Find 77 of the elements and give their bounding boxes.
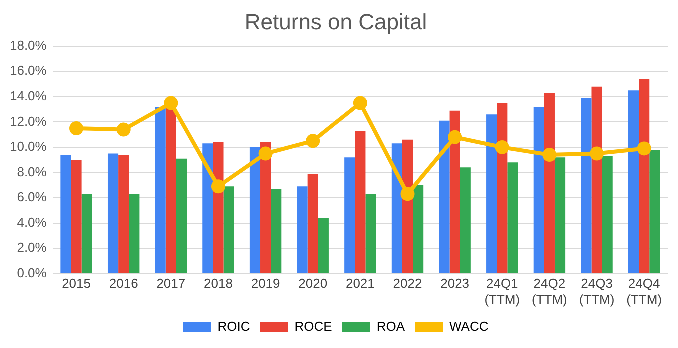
x-tick-label: 2019 [251, 276, 280, 292]
y-tick-label: 10.0% [10, 139, 48, 154]
bar [224, 186, 234, 274]
x-tick-label: 2022 [393, 276, 422, 292]
bar [534, 107, 544, 274]
y-tick-label: 14.0% [10, 88, 48, 104]
y-tick-label: 12.0% [10, 114, 48, 129]
x-tick-label: 2017 [156, 276, 186, 292]
bar [544, 93, 555, 274]
point [353, 96, 368, 110]
bar [366, 194, 376, 274]
bar [271, 189, 282, 274]
x-tick-label: 24Q1 (TTM) [484, 276, 520, 307]
bar [318, 218, 329, 274]
bar [486, 114, 498, 274]
x-tick-label: 2016 [109, 276, 138, 292]
chart-title: Returns on Capital [244, 9, 428, 34]
y-tick-label: 16.0% [10, 63, 48, 78]
x-tick-label: 2015 [62, 276, 91, 292]
legend-label: ROIC [218, 319, 250, 334]
bar [155, 107, 166, 274]
bar [129, 194, 140, 274]
bar [460, 168, 471, 274]
point [258, 146, 273, 161]
point [116, 122, 131, 137]
point [306, 134, 320, 148]
x-tick-label: 2021 [346, 276, 375, 292]
y-tick-label: 18.0% [10, 38, 48, 53]
point [590, 146, 604, 161]
point [637, 142, 652, 156]
bar [497, 103, 508, 274]
bar [650, 150, 660, 274]
x-tick-label: 2023 [440, 276, 470, 292]
legend-label: ROA [376, 319, 406, 334]
bar [108, 154, 119, 274]
bar [166, 108, 176, 274]
point [400, 187, 415, 202]
bar [554, 158, 566, 274]
x-tick-label: 24Q2 (TTM) [532, 276, 568, 307]
y-tick-label: 2.0% [17, 240, 48, 256]
bar [639, 79, 650, 274]
x-tick-label: 2018 [204, 276, 233, 292]
y-tick-label: 0.0% [17, 265, 48, 280]
bar [308, 174, 318, 274]
bar [392, 144, 402, 274]
bar [450, 110, 460, 274]
bar [592, 86, 602, 274]
point [164, 96, 178, 110]
x-tick-label: 24Q4 (TTM) [626, 276, 662, 307]
bar [508, 162, 518, 274]
legend-label: WACC [450, 319, 489, 334]
y-tick-label: 6.0% [17, 190, 48, 205]
bar [602, 156, 613, 274]
point [542, 148, 557, 162]
bar [413, 185, 424, 274]
bar [297, 186, 308, 274]
point [448, 130, 462, 144]
bar [250, 147, 261, 274]
bar [355, 131, 366, 274]
bar [344, 158, 356, 274]
bar [60, 155, 72, 274]
x-tick-label: 2020 [298, 276, 328, 292]
point [211, 180, 226, 194]
bar [628, 90, 640, 274]
legend-label: ROCE [294, 319, 333, 334]
bar [71, 160, 82, 274]
bar [202, 144, 214, 274]
point [495, 140, 510, 154]
y-tick-label: 8.0% [17, 164, 48, 180]
x-tick-label: 24Q3 (TTM) [579, 276, 615, 307]
bar [118, 155, 130, 274]
bar [82, 194, 92, 274]
point [70, 122, 84, 136]
bar [439, 120, 450, 274]
bar [581, 98, 592, 274]
bar [176, 158, 188, 274]
y-tick-label: 4.0% [17, 214, 48, 230]
